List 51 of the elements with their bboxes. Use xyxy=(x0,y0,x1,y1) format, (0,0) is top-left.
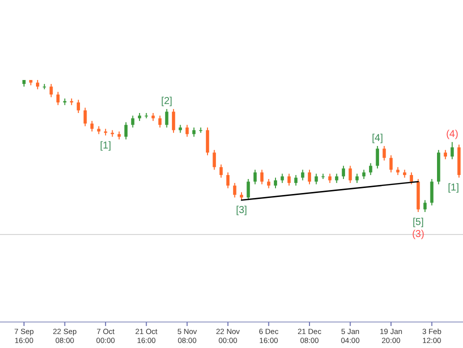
text: [5] xyxy=(412,217,424,228)
candlestick xyxy=(348,165,352,184)
candlestick xyxy=(36,80,40,90)
candlestick xyxy=(260,169,264,185)
candlestick xyxy=(376,146,380,169)
candlestick xyxy=(308,169,312,185)
candlestick xyxy=(158,115,162,128)
candlestick xyxy=(287,173,291,186)
candlestick xyxy=(186,124,189,138)
candlestick xyxy=(362,169,366,180)
candlestick xyxy=(253,169,257,185)
candlestick xyxy=(328,173,332,184)
candlestick xyxy=(165,108,168,128)
candlestick xyxy=(314,173,318,185)
text: (3) xyxy=(412,229,424,240)
annotation: (4) xyxy=(446,129,458,140)
candlestick xyxy=(450,142,454,160)
candlestick xyxy=(301,169,304,181)
candlestick xyxy=(294,174,298,186)
candlestick xyxy=(444,149,448,160)
candlestick xyxy=(389,154,393,173)
candlestick xyxy=(50,83,53,98)
candlestick xyxy=(382,146,386,162)
candlestick xyxy=(206,127,210,156)
candlestick xyxy=(246,178,250,201)
candlestick xyxy=(233,182,236,198)
candlestick xyxy=(212,149,216,170)
candlestick xyxy=(355,173,359,184)
candlestick xyxy=(172,108,176,134)
candlestick xyxy=(84,107,87,127)
annotation: [3] xyxy=(236,205,248,216)
candlestick xyxy=(423,200,427,212)
annotation: [4] xyxy=(372,133,384,144)
candlestick xyxy=(369,162,372,176)
annotation: [1] xyxy=(100,140,112,152)
candlestick xyxy=(124,122,128,140)
candlestick xyxy=(90,120,94,132)
candlestick xyxy=(220,164,223,178)
annotation: [1] xyxy=(448,182,460,194)
candlestick xyxy=(430,178,434,206)
candlestick xyxy=(76,99,80,114)
candlestick xyxy=(131,115,134,128)
annotation: [2] xyxy=(161,96,173,108)
candlestick xyxy=(226,172,230,189)
candlestick xyxy=(56,91,60,106)
candlestick xyxy=(280,173,284,184)
candlestick xyxy=(410,172,414,185)
candlestick xyxy=(192,127,196,138)
candlestick xyxy=(335,173,338,184)
candlestick xyxy=(342,165,346,180)
candlestick xyxy=(267,178,270,189)
